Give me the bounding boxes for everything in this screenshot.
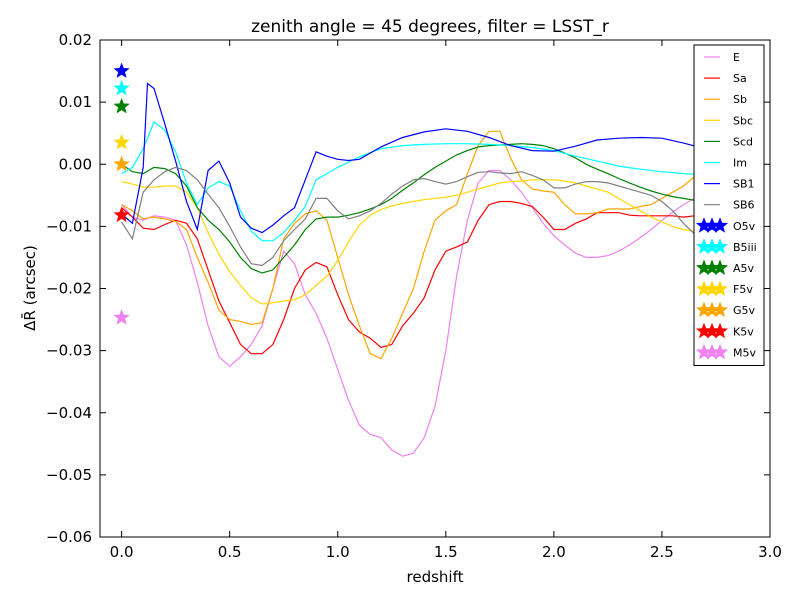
legend-label-im: Im xyxy=(733,157,747,170)
x-axis-label: redshift xyxy=(407,568,464,586)
legend-label-o5v: O5v xyxy=(733,220,756,233)
legend-label-sbc: Sbc xyxy=(733,114,753,127)
legend-star-g5v xyxy=(711,301,729,318)
legend-star-f5v xyxy=(711,280,729,297)
series-line-sbc xyxy=(121,179,706,305)
legend-star-a5v xyxy=(711,259,729,276)
legend-star-o5v xyxy=(711,217,729,233)
y-tick-label: 0.02 xyxy=(59,31,92,49)
series-line-sb6 xyxy=(121,166,706,267)
series-line-sa xyxy=(121,200,706,355)
legend: E Sa Sb Sbc Scd Im SB1 SB6 O5v B5iii A5v F5v G5v K5v M… xyxy=(693,44,765,366)
legend-label-scd: Scd xyxy=(733,135,753,148)
y-tick-label: −0.05 xyxy=(46,466,92,484)
x-tick-label: 1.0 xyxy=(326,543,350,561)
legend-label-g5v: G5v xyxy=(733,304,756,317)
y-tick-label: −0.06 xyxy=(46,528,92,546)
star-marker-b5iii xyxy=(113,79,130,96)
series-line-im xyxy=(121,121,706,242)
legend-label-sb6: SB6 xyxy=(733,199,755,212)
series-line-scd xyxy=(121,143,706,274)
y-tick-label: 0.01 xyxy=(59,93,92,111)
legend-label-sb: Sb xyxy=(733,93,747,106)
axis-ticks: 0.0 0.5 1.0 1.5 2.0 2.5 3.0 −0.06 −0.05 −0.04 −0.0… xyxy=(46,31,782,561)
y-tick-label: −0.03 xyxy=(46,342,92,360)
y-tick-label: −0.02 xyxy=(46,280,92,298)
star-marker-k5v xyxy=(113,206,130,223)
legend-label-m5v: M5v xyxy=(733,346,756,359)
series-line-e xyxy=(121,169,706,457)
star-marker-a5v xyxy=(113,97,130,114)
star-marker-o5v xyxy=(113,62,130,79)
x-tick-label: 1.5 xyxy=(434,543,458,561)
y-tick-label: −0.04 xyxy=(46,404,92,422)
x-tick-label: 2.5 xyxy=(650,543,674,561)
star-marker-m5v xyxy=(113,309,130,325)
legend-star-k5v xyxy=(711,322,729,339)
y-axis-label: ΔR̄ (arcsec) xyxy=(20,245,39,331)
x-tick-label: 2.0 xyxy=(542,543,566,561)
star-marker-f5v xyxy=(113,133,130,150)
legend-label-a5v: A5v xyxy=(733,262,755,275)
y-tick-label: 0.00 xyxy=(59,155,92,173)
legend-label-sa: Sa xyxy=(733,72,747,85)
x-tick-label: 0.0 xyxy=(110,543,134,561)
legend-label-k5v: K5v xyxy=(733,325,754,338)
star-marker-g5v xyxy=(113,155,130,172)
legend-star-b5iii xyxy=(711,238,729,254)
y-tick-label: −0.01 xyxy=(46,217,92,235)
legend-label-sb1: SB1 xyxy=(733,178,755,191)
legend-label-b5iii: B5iii xyxy=(733,241,757,254)
series-line-sb1 xyxy=(121,82,706,234)
star-markers xyxy=(113,62,130,325)
series-lines xyxy=(121,82,706,457)
series-line-sb xyxy=(121,130,706,360)
legend-label-f5v: F5v xyxy=(733,283,753,296)
x-tick-label: 3.0 xyxy=(758,543,782,561)
chart-title: zenith angle = 45 degrees, filter = LSST… xyxy=(251,17,609,37)
legend-label-e: E xyxy=(733,51,740,64)
legend-star-m5v xyxy=(711,343,729,360)
x-tick-label: 0.5 xyxy=(218,543,242,561)
